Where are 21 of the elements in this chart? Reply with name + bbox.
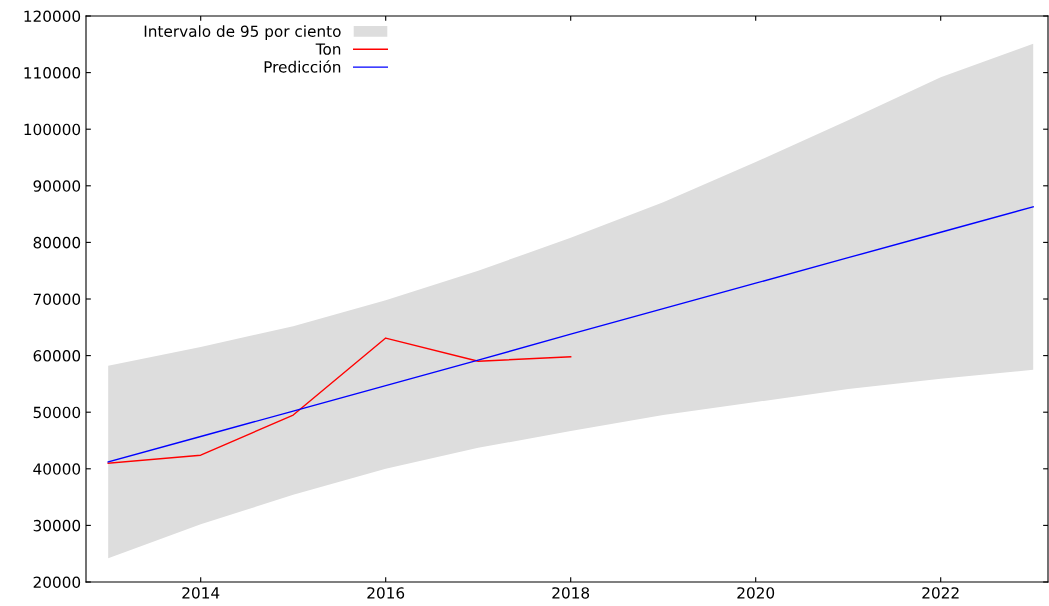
- y-tick-label: 20000: [33, 576, 81, 589]
- legend-label: Ton: [315, 43, 341, 55]
- y-tick-label: 30000: [33, 519, 81, 532]
- y-tick-label: 90000: [33, 180, 81, 192]
- legend-label: Predicción: [264, 60, 341, 73]
- x-tick-label: 2020: [737, 587, 775, 599]
- y-tick-label: 50000: [33, 406, 81, 419]
- y-tick-label: 80000: [33, 236, 81, 249]
- x-tick-label: 2016: [367, 587, 405, 599]
- y-tick-label: 100000: [24, 123, 81, 136]
- y-tick-label: 110000: [24, 67, 81, 79]
- y-tick-label: 120000: [24, 10, 81, 23]
- x-tick-label: 2022: [922, 587, 959, 599]
- y-tick-label: 60000: [33, 350, 81, 362]
- y-tick-label: 70000: [33, 293, 81, 306]
- line-series: [107, 206, 1034, 463]
- y-tick-label: 40000: [33, 463, 81, 475]
- x-tick-label: 2014: [182, 587, 220, 599]
- line-series: [107, 337, 572, 464]
- legend-label: Intervalo de 95 por ciento: [144, 25, 341, 40]
- x-tick-label: 2018: [552, 587, 590, 599]
